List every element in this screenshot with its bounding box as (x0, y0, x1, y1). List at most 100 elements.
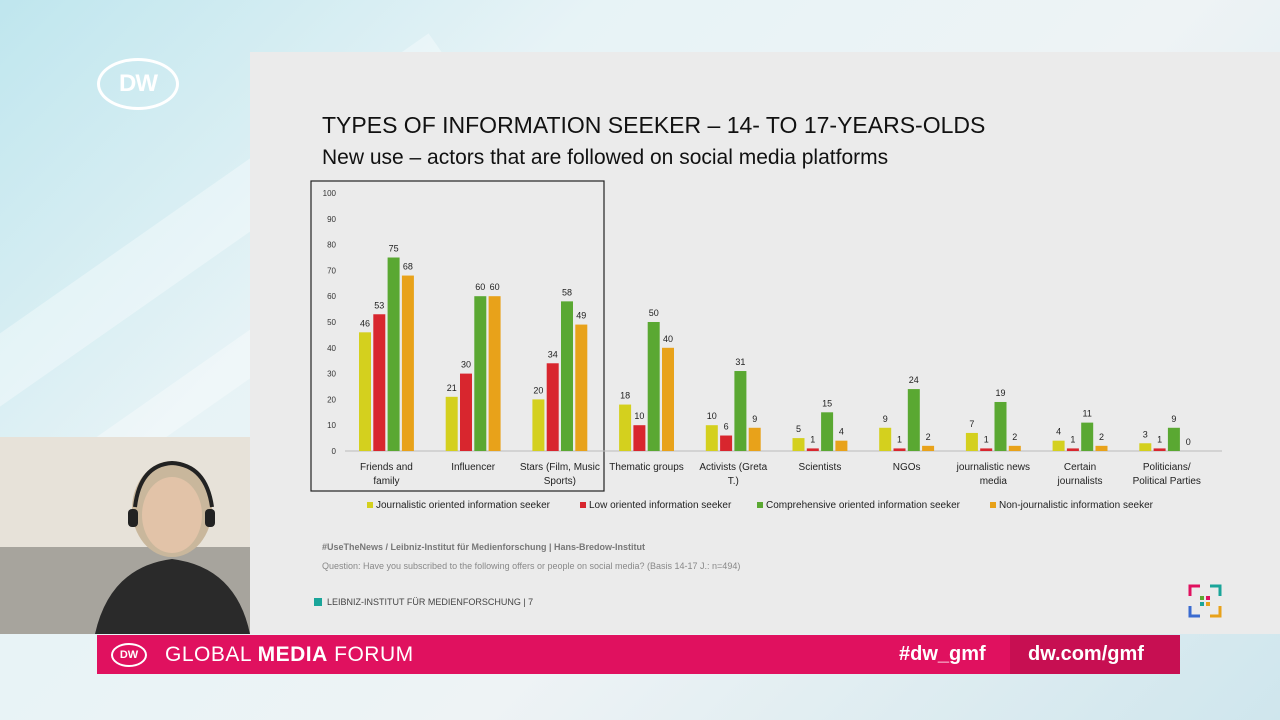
bar (647, 322, 660, 451)
banner-url: dw.com/gmf (1028, 643, 1144, 665)
highlight-box (310, 180, 605, 492)
question-note: Question: Have you subscribed to the fol… (322, 561, 741, 571)
data-label: 5 (796, 424, 801, 434)
category-label: T.) (728, 476, 739, 487)
data-label: 11 (1083, 409, 1092, 419)
bar (488, 296, 501, 451)
bar (1081, 422, 1094, 451)
bar (1008, 445, 1021, 451)
category-label: family (373, 476, 399, 487)
source-note: #UseTheNews / Leibniz-Institut für Medie… (322, 542, 646, 552)
y-tick-label: 80 (327, 241, 336, 250)
bar (1153, 448, 1166, 451)
data-label: 75 (389, 244, 399, 254)
data-label: 4 (839, 427, 844, 437)
y-tick-label: 30 (327, 370, 336, 379)
speaker-figure (0, 437, 250, 634)
bar (1139, 443, 1152, 451)
bar (705, 425, 718, 451)
bar (662, 347, 674, 451)
banner-dw-logo: DW (111, 643, 147, 667)
y-tick-label: 20 (327, 395, 336, 404)
data-label: 2 (1012, 432, 1017, 442)
bar (907, 389, 920, 451)
category-label: Certain (1064, 462, 1096, 473)
data-label: 18 (620, 391, 630, 401)
banner-forum-title: GLOBAL MEDIA FORUM (165, 643, 414, 667)
bar (994, 401, 1007, 451)
category-label: journalistic news (956, 462, 1030, 473)
data-label: 3 (1143, 429, 1148, 439)
category-label: Scientists (799, 462, 842, 473)
data-label: 20 (533, 385, 543, 395)
slide-title: TYPES OF INFORMATION SEEKER – 14- TO 17-… (322, 112, 986, 138)
bar (532, 399, 545, 451)
bar (633, 425, 646, 451)
bar (387, 257, 400, 451)
bar (748, 427, 761, 451)
data-label: 21 (447, 383, 457, 393)
bar (619, 404, 632, 451)
bar (561, 301, 573, 451)
legend-swatch (580, 502, 586, 508)
category-label: Politicians/ (1143, 462, 1191, 473)
data-label: 49 (576, 311, 586, 321)
category-label: media (980, 476, 1008, 487)
bar (1167, 427, 1180, 451)
category-label: NGOs (893, 462, 921, 473)
slide-subtitle: New use – actors that are followed on so… (322, 146, 889, 169)
y-tick-label: 70 (327, 266, 336, 275)
data-label: 53 (374, 300, 384, 310)
data-label: 1 (1157, 434, 1162, 444)
data-label: 15 (822, 398, 832, 408)
data-label: 9 (883, 414, 888, 424)
legend-entry: Low oriented information seeker (589, 500, 732, 511)
bar (821, 412, 834, 451)
data-label: 60 (490, 282, 500, 292)
legend-swatch (757, 502, 763, 508)
category-label: journalists (1057, 476, 1103, 487)
category-label: Political Parties (1133, 476, 1201, 487)
forum-title-prefix: GLOBAL (165, 643, 258, 666)
bar (720, 435, 733, 451)
category-label: Sports) (544, 476, 576, 487)
data-label: 2 (926, 432, 931, 442)
legend-swatch (367, 502, 373, 508)
bar (359, 332, 371, 451)
legend-entry: Non-journalistic information seeker (999, 500, 1154, 511)
bar (460, 373, 472, 451)
bar (893, 448, 906, 451)
data-label: 50 (649, 308, 659, 318)
category-label: Stars (Film, Music (520, 462, 600, 473)
data-label: 1 (1070, 434, 1075, 444)
institute-label: LEIBNIZ-INSTITUT FÜR MEDIENFORSCHUNG | 7 (327, 597, 534, 607)
forum-title-bold: MEDIA (257, 643, 328, 666)
banner-hashtag: #dw_gmf (899, 643, 986, 665)
category-label: Thematic groups (609, 462, 683, 473)
data-label: 68 (403, 262, 413, 272)
data-label: 4 (1056, 427, 1061, 437)
bar (575, 324, 588, 451)
y-tick-label: 0 (332, 447, 337, 456)
data-label: 60 (475, 282, 485, 292)
bar (1052, 440, 1065, 451)
legend-entry: Comprehensive oriented information seeke… (766, 500, 961, 511)
data-label: 34 (548, 349, 558, 359)
bar (1066, 448, 1079, 451)
data-label: 1 (810, 434, 815, 444)
y-tick-label: 90 (327, 215, 336, 224)
category-label: Influencer (451, 462, 496, 473)
data-label: 30 (461, 360, 471, 370)
data-label: 9 (1171, 414, 1176, 424)
data-label: 1 (897, 434, 902, 444)
data-label: 10 (707, 411, 717, 421)
y-tick-label: 50 (327, 318, 336, 327)
data-label: 7 (969, 419, 974, 429)
bar (835, 440, 848, 451)
data-label: 46 (360, 318, 370, 328)
y-tick-label: 40 (327, 344, 336, 353)
data-label: 24 (909, 375, 919, 385)
data-label: 6 (724, 422, 729, 432)
legend-swatch (990, 502, 996, 508)
bar (445, 396, 458, 451)
